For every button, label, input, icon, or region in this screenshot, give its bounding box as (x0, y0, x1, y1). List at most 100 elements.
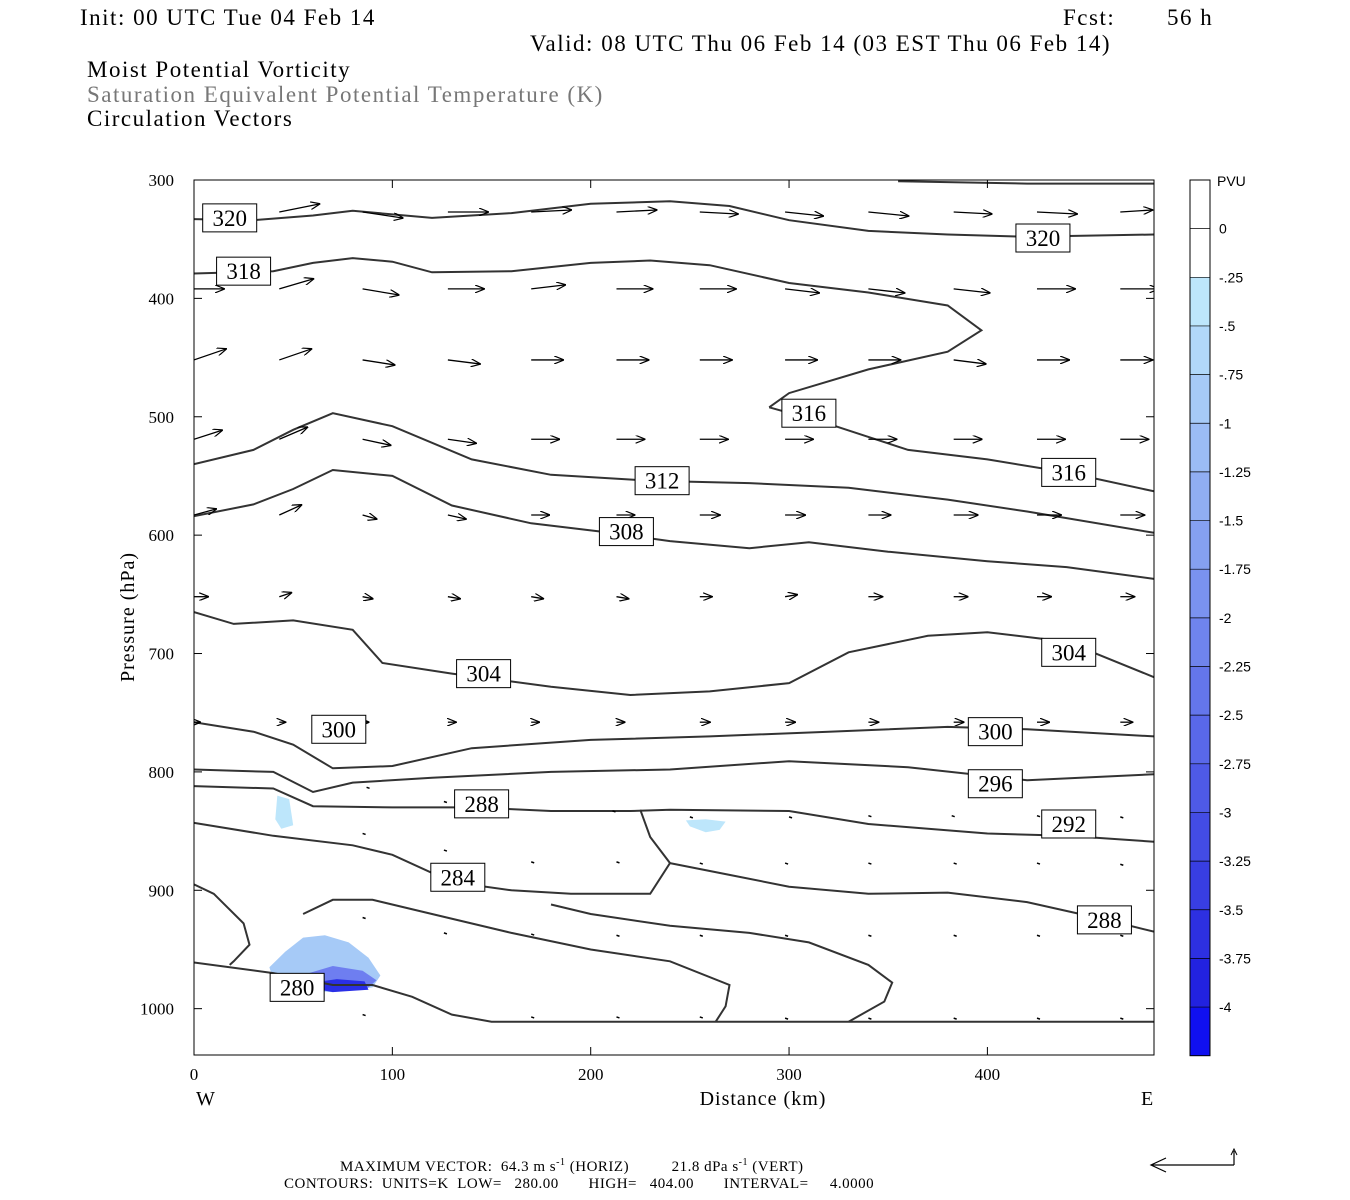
colorbar-tick-label: -2.5 (1219, 707, 1243, 723)
contour-320 (194, 200, 1154, 238)
reference-vector-arrow (1149, 1147, 1238, 1173)
contour-label-box (1041, 457, 1097, 487)
colorbar-tick-label: -1.75 (1219, 561, 1251, 577)
colorbar-tick-label: -2 (1219, 610, 1232, 626)
contour-label: 304 (466, 662, 501, 687)
pv-shaded-region (275, 795, 294, 829)
x-tick-label: 400 (975, 1065, 1001, 1084)
circulation-vector (953, 289, 990, 293)
circulation-vector (784, 862, 789, 865)
circulation-vector (951, 814, 955, 818)
colorbar-tick-label: -3.5 (1219, 902, 1243, 918)
contour-label: 300 (322, 717, 357, 742)
contour-label-box (598, 517, 654, 547)
circulation-vector (443, 932, 448, 935)
circulation-vector (279, 505, 301, 516)
circulation-vector (531, 285, 565, 289)
colorbar-tick-label: -3 (1219, 804, 1232, 820)
contour-label-box (1076, 905, 1132, 935)
contour-label-box (269, 972, 325, 1002)
colorbar-tick-label: -2.75 (1219, 756, 1251, 772)
valid-time: Valid: 08 UTC Thu 06 Feb 14 (03 EST Thu … (530, 31, 1111, 56)
circulation-vector (616, 861, 620, 864)
colorbar-tick-label: -.5 (1219, 318, 1236, 334)
colorbar-swatch (1190, 277, 1210, 326)
circulation-vector (531, 210, 571, 212)
circulation-vector (1036, 934, 1041, 937)
circulation-vector (1036, 1017, 1041, 1020)
x-tick-label: 200 (578, 1065, 604, 1084)
colorbar-tick-label: 0 (1219, 221, 1227, 237)
circulation-vector (868, 1017, 872, 1020)
pv-shading-layer (269, 795, 726, 993)
circulation-vectors (194, 204, 1154, 1020)
colorbar-swatch (1190, 909, 1210, 959)
contour-label: 318 (226, 259, 261, 284)
y-axis-title: Pressure (hPa) (117, 552, 139, 682)
contour-label: 296 (978, 772, 1013, 797)
circulation-vector (953, 934, 957, 937)
contour-label: 288 (1087, 908, 1122, 933)
y-tick-label: 1000 (140, 1000, 174, 1019)
colorbar-swatch (1190, 1007, 1210, 1056)
max-vector-vert: 21.8 dPa s (671, 1159, 739, 1175)
forecast-hour: 56 h (1167, 5, 1214, 30)
circulation-vector (699, 934, 704, 937)
contour-label-box (456, 659, 512, 689)
circulation-vector (279, 349, 311, 361)
contour-label-box (1015, 223, 1071, 253)
circulation-vector (953, 862, 957, 865)
contour-324 (898, 180, 1154, 185)
colorbar-swatch (1190, 763, 1210, 813)
plot-frame (193, 179, 1155, 1056)
circulation-vector (366, 786, 370, 790)
forecast-label: Fcst: (1063, 5, 1116, 30)
contour-label: 308 (609, 520, 644, 545)
colorbar-swatch (1190, 812, 1210, 862)
contour-300 (194, 721, 1154, 770)
contour-312 (194, 412, 1154, 534)
colorbar-tick-label: -3.75 (1219, 950, 1251, 966)
contour-label-box (967, 717, 1023, 747)
circulation-vector (699, 862, 704, 865)
colorbar-tick-label: -4 (1219, 999, 1232, 1015)
circulation-vector (447, 360, 480, 364)
circulation-vector (279, 279, 313, 290)
circulation-vector (868, 814, 872, 818)
max-vector-horiz: 64.3 m s (500, 1159, 557, 1175)
colorbar-swatch (1190, 423, 1210, 472)
contour-label-box (202, 203, 258, 233)
circulation-vector (785, 289, 819, 293)
circulation-vector (1036, 212, 1077, 214)
y-tick-label: 800 (149, 763, 175, 782)
x-tick-label: 0 (190, 1065, 199, 1084)
colorbar-tick-label: -.25 (1219, 269, 1243, 285)
circulation-vector (362, 832, 366, 836)
circulation-vector (953, 360, 986, 364)
circulation-vector (362, 438, 391, 445)
axes: 300 400 500 600 700 800 900 1000 0 100 200 300 400 (140, 171, 1154, 1084)
circulation-vector (868, 934, 872, 937)
contour-label-box (781, 398, 837, 428)
circulation-vector (1120, 210, 1152, 212)
contour-label: 284 (441, 865, 476, 890)
contour-labels: 320 320 318 316 316 312 308 304 304 300 300 296 292 2… (202, 203, 1132, 1002)
contour-label: 312 (645, 469, 680, 494)
pv-shaded-region (685, 819, 726, 833)
contour-label-box (967, 769, 1023, 799)
colorbar-title: PVU (1217, 173, 1246, 189)
contour-label-box (216, 256, 272, 286)
circulation-vector (785, 212, 823, 216)
circulation-vector (689, 816, 694, 819)
circulation-vector (443, 849, 448, 852)
circulation-vector (447, 515, 466, 519)
colorbar-swatch (1190, 471, 1210, 521)
circulation-vector (530, 1016, 535, 1019)
circulation-vector (530, 933, 535, 936)
circulation-vector (868, 862, 872, 865)
x-axis-east-label: E (1141, 1088, 1154, 1110)
circulation-vector (362, 916, 366, 920)
circulation-vector (279, 204, 319, 213)
y-tick-label: 600 (149, 526, 175, 545)
